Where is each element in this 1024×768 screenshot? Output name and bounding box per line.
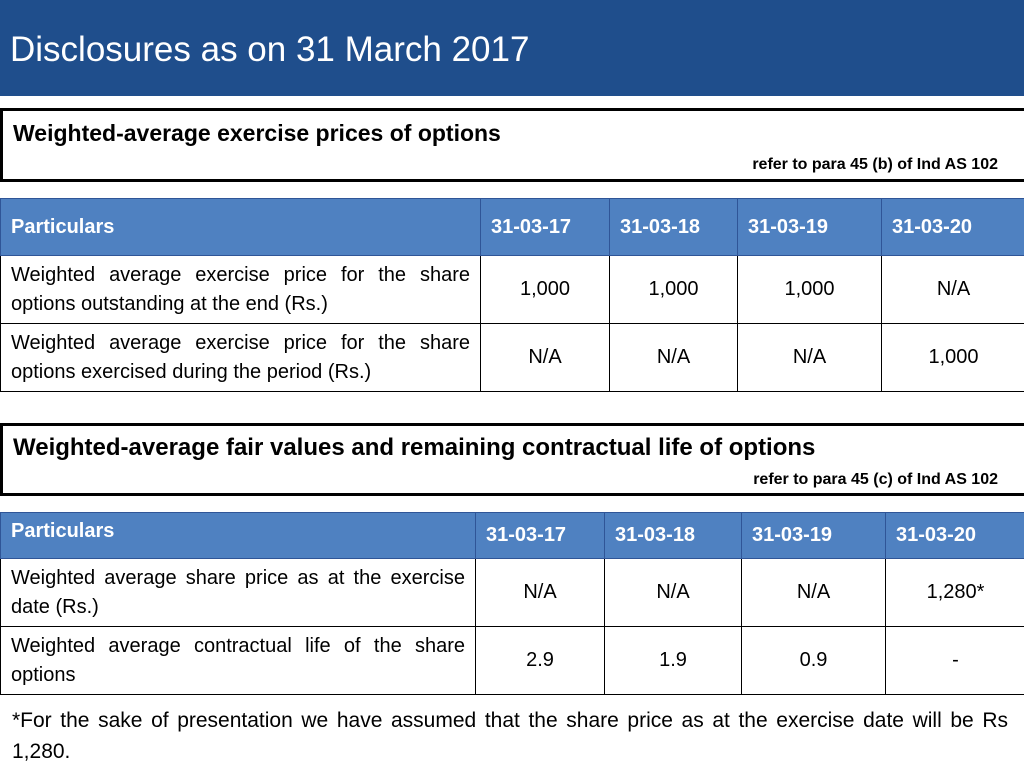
table-cell: N/A — [480, 323, 610, 392]
footnote: *For the sake of presentation we have as… — [12, 709, 1008, 763]
table-cell: 1,280* — [885, 558, 1024, 627]
exercise-prices-table: Particulars 31-03-17 31-03-18 31-03-19 3… — [0, 198, 1024, 392]
section-reference: refer to para 45 (c) of Ind AS 102 — [753, 471, 998, 488]
section-reference: refer to para 45 (b) of Ind AS 102 — [752, 156, 998, 173]
section-heading: Weighted-average fair values and remaini… — [13, 434, 816, 461]
table-cell: N/A — [741, 558, 886, 627]
column-header: 31-03-19 — [737, 198, 882, 256]
column-header: 31-03-20 — [881, 198, 1024, 256]
table-cell: N/A — [737, 323, 882, 392]
table-cell: 1,000 — [480, 255, 610, 324]
slide-title: Disclosures as on 31 March 2017 — [10, 30, 530, 69]
column-header: 31-03-18 — [604, 512, 742, 559]
row-label: Weighted average exercise price for the … — [0, 323, 481, 392]
row-label: Weighted average contractual life of the… — [0, 626, 476, 695]
table-cell: 1,000 — [609, 255, 738, 324]
column-header: Particulars — [0, 512, 476, 559]
fair-values-table: Particulars 31-03-17 31-03-18 31-03-19 3… — [0, 512, 1024, 695]
table-cell: 1.9 — [604, 626, 742, 695]
table-row: Weighted average exercise price for the … — [0, 255, 1024, 324]
table-cell: 1,000 — [737, 255, 882, 324]
column-header: 31-03-17 — [480, 198, 610, 256]
column-header: Particulars — [0, 198, 481, 256]
table-row: Weighted average exercise price for the … — [0, 323, 1024, 392]
table-row: Weighted average contractual life of the… — [0, 626, 1024, 695]
column-header: 31-03-18 — [609, 198, 738, 256]
table-header-row: Particulars 31-03-17 31-03-18 31-03-19 3… — [0, 512, 1024, 559]
column-header: 31-03-20 — [885, 512, 1024, 559]
column-header: 31-03-17 — [475, 512, 605, 559]
table-cell: - — [885, 626, 1024, 695]
table-cell: N/A — [609, 323, 738, 392]
table-cell: 0.9 — [741, 626, 886, 695]
section-heading: Weighted-average exercise prices of opti… — [13, 120, 501, 146]
title-bar: Disclosures as on 31 March 2017 — [0, 0, 1024, 96]
table-cell: 1,000 — [881, 323, 1024, 392]
column-header: 31-03-19 — [741, 512, 886, 559]
section-exercise-prices-header: Weighted-average exercise prices of opti… — [0, 108, 1024, 182]
table-cell: N/A — [475, 558, 605, 627]
table-cell: N/A — [881, 255, 1024, 324]
table-header-row: Particulars 31-03-17 31-03-18 31-03-19 3… — [0, 198, 1024, 256]
table-cell: N/A — [604, 558, 742, 627]
table-row: Weighted average share price as at the e… — [0, 558, 1024, 627]
section-fair-values-header: Weighted-average fair values and remaini… — [0, 423, 1024, 496]
row-label: Weighted average exercise price for the … — [0, 255, 481, 324]
table-cell: 2.9 — [475, 626, 605, 695]
row-label: Weighted average share price as at the e… — [0, 558, 476, 627]
